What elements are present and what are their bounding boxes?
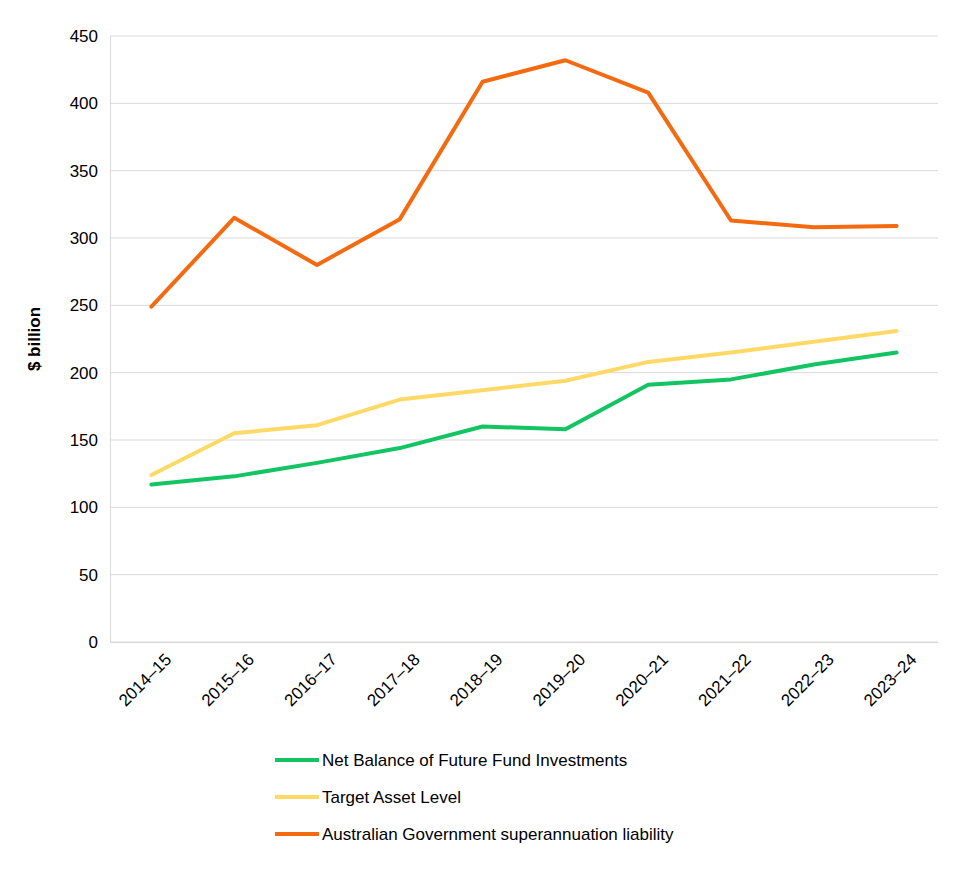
x-tick-label: 2016–17 bbox=[281, 650, 341, 710]
legend-label: Net Balance of Future Fund Investments bbox=[322, 751, 627, 770]
grid-line bbox=[110, 305, 938, 306]
legend-label: Target Asset Level bbox=[322, 788, 461, 807]
y-tick-label: 350 bbox=[70, 162, 98, 181]
y-tick-label: 200 bbox=[70, 364, 98, 383]
grid-line bbox=[110, 238, 938, 239]
y-tick: 50 bbox=[79, 566, 110, 585]
legend-swatch bbox=[275, 758, 319, 762]
y-tick: 150 bbox=[70, 431, 110, 450]
x-tick-label: 2023–24 bbox=[860, 650, 920, 710]
y-tick-label: 150 bbox=[70, 431, 98, 450]
legend-swatch bbox=[275, 832, 319, 836]
y-tick: 350 bbox=[70, 162, 110, 181]
grid-line bbox=[110, 440, 938, 441]
x-tick: 2021–22 bbox=[695, 642, 755, 710]
x-tick: 2022–23 bbox=[777, 642, 837, 710]
x-tick: 2016–17 bbox=[281, 642, 341, 710]
y-tick: 0 bbox=[89, 633, 110, 652]
x-tick-label: 2020–21 bbox=[612, 650, 672, 710]
x-axis: 2014–15 2015–16 2016–17 2017–18 2018–19 2019–… bbox=[111, 642, 939, 710]
y-tick-label: 50 bbox=[79, 566, 98, 585]
y-tick: 250 bbox=[70, 296, 110, 315]
x-tick: 2017–18 bbox=[363, 642, 423, 710]
y-tick: 400 bbox=[70, 94, 110, 113]
series-line bbox=[151, 60, 896, 306]
y-tick-label: 450 bbox=[70, 27, 98, 46]
grid-line bbox=[110, 170, 938, 171]
x-tick-label: 2017–18 bbox=[363, 650, 423, 710]
grid bbox=[110, 36, 938, 642]
chart: 0 50 100 150 200 250 300 350 400 450 2014–15 2015–1… bbox=[0, 0, 962, 875]
legend: Net Balance of Future Fund Investments Ta… bbox=[275, 751, 674, 844]
y-tick: 450 bbox=[70, 27, 110, 46]
y-axis-line bbox=[110, 37, 111, 643]
x-tick: 2018–19 bbox=[446, 642, 506, 710]
x-tick: 2023–24 bbox=[860, 642, 920, 710]
lines bbox=[151, 60, 896, 484]
x-tick-label: 2018–19 bbox=[446, 650, 506, 710]
x-tick-label: 2022–23 bbox=[777, 650, 837, 710]
series-line bbox=[151, 352, 896, 484]
y-tick-label: 250 bbox=[70, 296, 98, 315]
x-tick: 2020–21 bbox=[612, 642, 672, 710]
grid-line bbox=[110, 372, 938, 373]
legend-label: Australian Government superannuation lia… bbox=[322, 825, 674, 844]
x-tick: 2019–20 bbox=[529, 642, 589, 710]
x-tick-label: 2015–16 bbox=[198, 650, 258, 710]
y-tick-label: 400 bbox=[70, 94, 98, 113]
grid-line bbox=[110, 507, 938, 508]
x-tick: 2014–15 bbox=[115, 642, 175, 710]
grid-line bbox=[110, 574, 938, 575]
x-tick-label: 2021–22 bbox=[695, 650, 755, 710]
y-tick-label: 100 bbox=[70, 498, 98, 517]
y-tick-label: 300 bbox=[70, 229, 98, 248]
grid-line bbox=[110, 36, 938, 37]
x-tick-label: 2019–20 bbox=[529, 650, 589, 710]
y-tick: 100 bbox=[70, 498, 110, 517]
series-line bbox=[151, 331, 896, 475]
y-tick: 200 bbox=[70, 364, 110, 383]
x-tick: 2015–16 bbox=[198, 642, 258, 710]
grid-line bbox=[110, 642, 938, 643]
y-axis: 0 50 100 150 200 250 300 350 400 450 bbox=[70, 27, 111, 652]
legend-swatch bbox=[275, 795, 319, 799]
x-axis-line bbox=[111, 642, 939, 643]
x-tick-label: 2014–15 bbox=[115, 650, 175, 710]
y-tick-label: 0 bbox=[89, 633, 98, 652]
y-tick: 300 bbox=[70, 229, 110, 248]
y-axis-title: $ billion bbox=[25, 307, 44, 371]
grid-line bbox=[110, 103, 938, 104]
